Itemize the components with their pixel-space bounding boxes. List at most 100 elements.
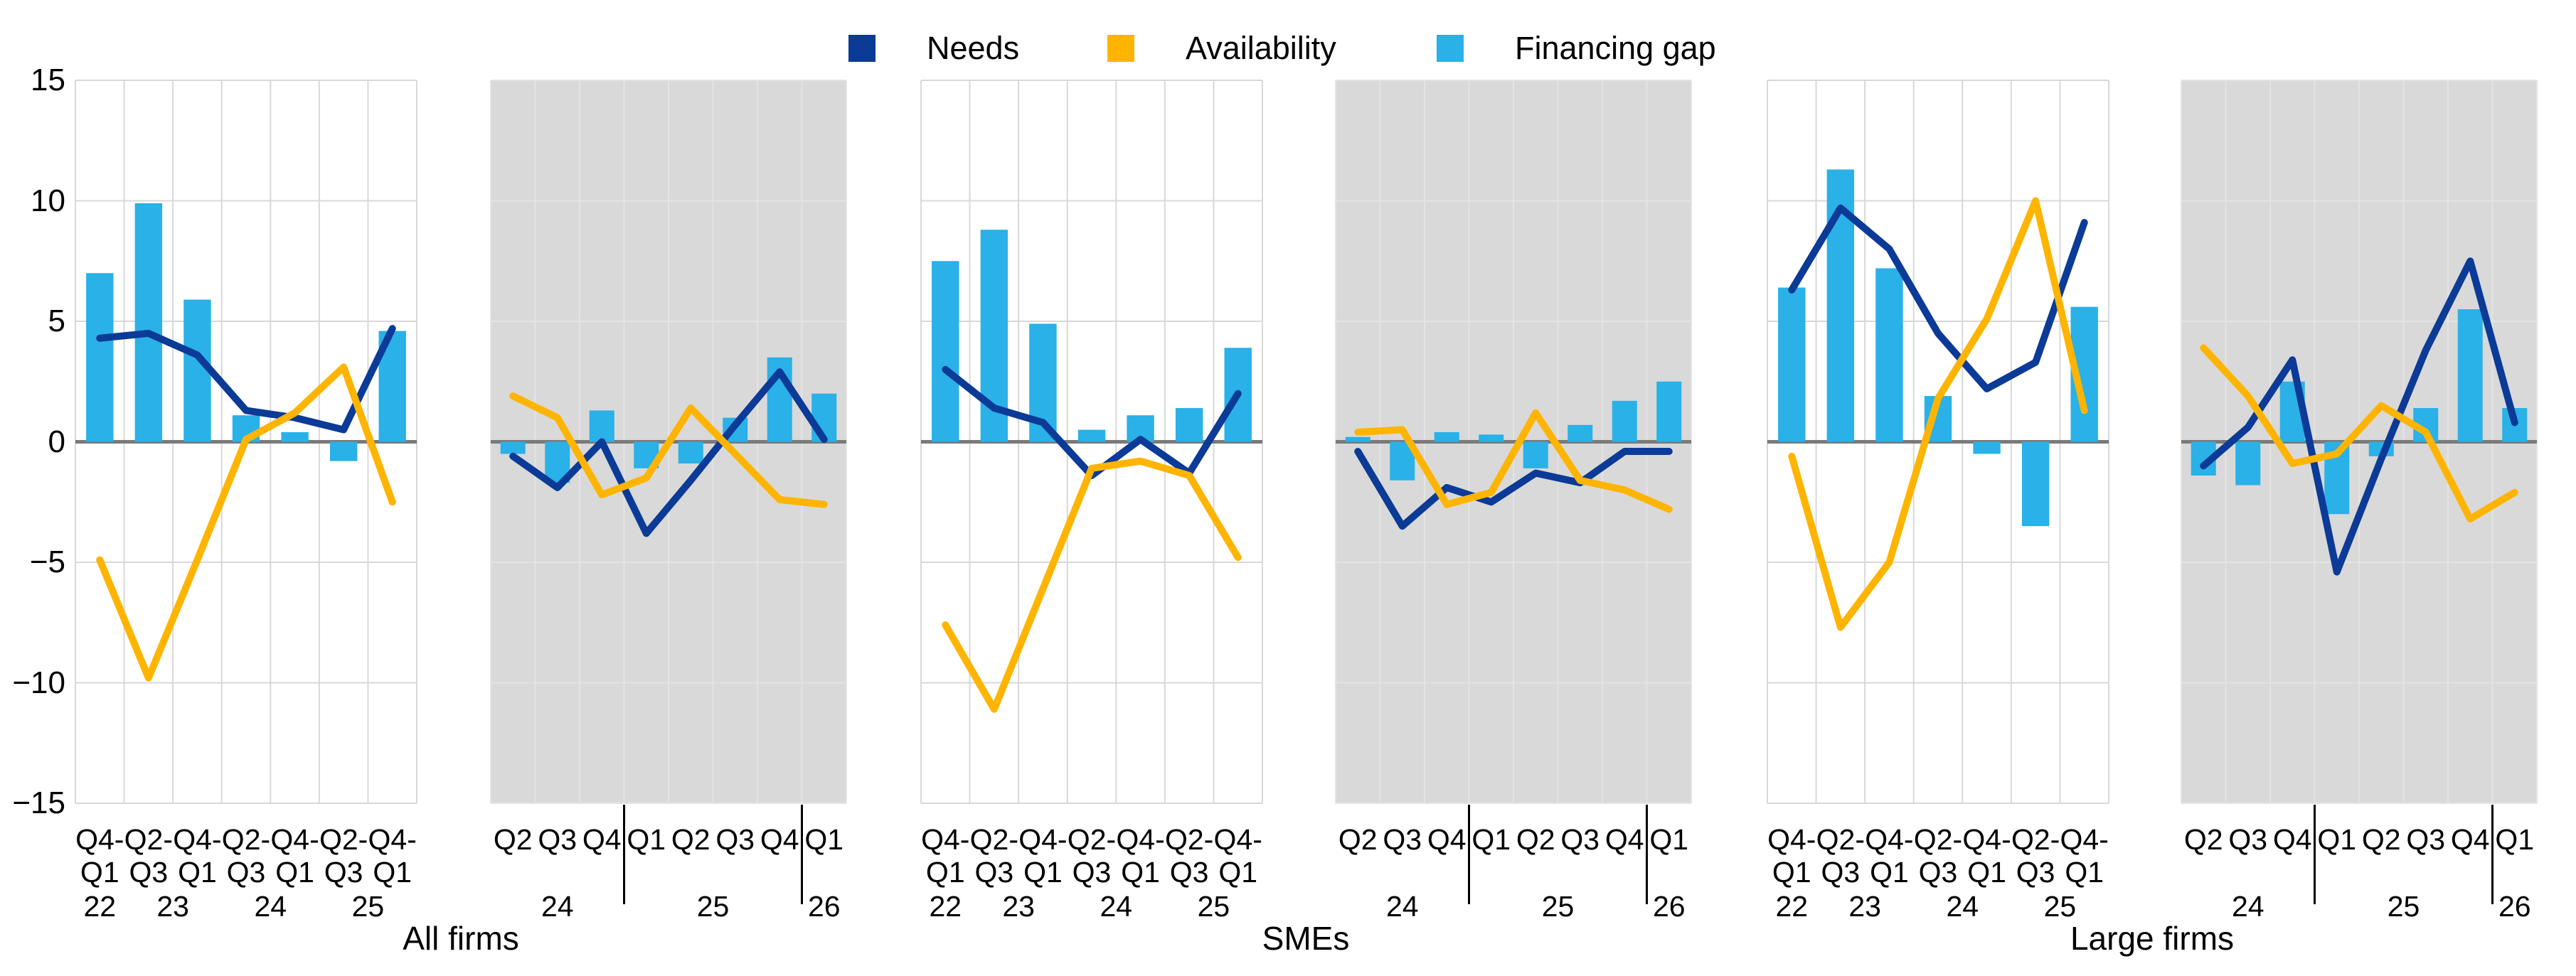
x-tick-label: Q2 (671, 823, 710, 856)
x-tick-label: Q1 (2495, 823, 2535, 856)
year-separator (801, 805, 803, 904)
x-tick-label: Q3 (1169, 856, 1209, 889)
y-tick-label: 15 (31, 63, 65, 97)
x-tick-label: Q2- (124, 823, 174, 856)
x-tick-label: Q2- (1816, 823, 1866, 856)
financing-gap-bar (1434, 431, 1459, 442)
x-tick-label: Q4- (270, 823, 319, 856)
x-tick-label: Q4- (1116, 823, 1165, 856)
panel-plot-large-firms-expectations (2181, 80, 2538, 804)
availability-line (942, 457, 1242, 713)
financing-gap-bar (2457, 309, 2483, 442)
panel-smes-expectations: Q2 Q3 Q4 Q1 Q2 Q3 Q4 Q1 24 25 26 (1335, 80, 1692, 923)
x-tick-label: Q2- (1913, 823, 1963, 856)
financing-gap-bar (2021, 441, 2050, 527)
year-separator (1468, 805, 1470, 904)
x-tick-label: Q2- (1067, 823, 1117, 856)
x-tick-label: Q3 (1918, 856, 1958, 889)
legend-item-availability: Availability (1107, 30, 1336, 67)
needs-line (2200, 257, 2518, 576)
year-label: 22 (83, 890, 117, 923)
x-tick-label: Q1 (925, 856, 965, 889)
x-tick-label: Q4- (921, 823, 970, 856)
needs-line (96, 325, 396, 434)
availability-line (1354, 409, 1673, 513)
panel-plot-smes-historical (920, 80, 1263, 804)
panel-plot-large-firms-historical (1767, 80, 2109, 804)
availability-swatch-icon (1107, 35, 1134, 62)
x-tick-label: Q4- (368, 823, 417, 856)
year-label: 25 (1197, 890, 1230, 923)
financing-gap-bar (678, 441, 703, 464)
panel-all-firms-expectations: Q2 Q3 Q4 Q1 Q2 Q3 Q4 Q1 24 25 26 (490, 80, 847, 923)
x-tick-label: Q2- (2011, 823, 2060, 856)
financing-gap-bar (281, 431, 309, 442)
x-tick-label: Q1 (2317, 823, 2357, 856)
financing-gap-bar (1175, 408, 1203, 442)
group-title-all-firms: All firms (403, 920, 519, 957)
financing-gap-swatch-icon (1437, 35, 1464, 62)
year-separator (623, 805, 625, 904)
financing-gap-bar (1612, 400, 1637, 442)
x-tick-label: Q4- (2060, 823, 2109, 856)
year-label: 23 (1848, 890, 1881, 923)
year-label: 25 (696, 890, 730, 923)
x-tick-label: Q1 (1471, 823, 1511, 856)
year-label: 25 (2387, 890, 2420, 923)
year-label: 25 (1541, 890, 1575, 923)
x-tick-label: Q1 (275, 856, 314, 889)
availability-line (1788, 197, 2088, 631)
panel-all-firms-historical: Q4- Q2- Q4- Q2- Q4- Q2- Q4- Q1 Q3 Q1 Q3 Q1 Q3 Q1 22 23 2… (75, 80, 417, 923)
panel-large-firms-expectations: Q2 Q3 Q4 Q1 Q2 Q3 Q4 Q1 24 25 26 (2181, 80, 2538, 923)
x-tick-label: Q3 (1383, 823, 1422, 856)
year-label: 24 (1385, 890, 1419, 923)
x-tick-label: Q4- (1213, 823, 1262, 856)
year-label: 22 (1775, 890, 1809, 923)
x-tick-label: Q4- (75, 823, 124, 856)
x-tick-label: Q2 (2361, 823, 2401, 856)
financing-gap-bar (134, 203, 163, 442)
financing-gap-bar (1778, 287, 1806, 442)
financing-gap-bar (589, 410, 614, 442)
year-label: 24 (2231, 890, 2264, 923)
financing-gap-bar (1523, 441, 1548, 468)
year-separator (2491, 805, 2493, 904)
x-tick-label: Q2- (969, 823, 1019, 856)
x-tick-label: Q2 (493, 823, 533, 856)
panel-plot-smes-expectations (1335, 80, 1692, 804)
year-label: 25 (351, 890, 385, 923)
financing-gap-bar (1656, 381, 1682, 442)
y-tick-label: −10 (12, 665, 65, 700)
x-tick-label: Q3 (538, 823, 578, 856)
x-tick-label: Q4- (173, 823, 222, 856)
x-tick-label: Q4 (2272, 823, 2312, 856)
x-tick-label: Q1 (1023, 856, 1063, 889)
group-title-smes: SMEs (1262, 920, 1350, 957)
panel-plot-all-firms-expectations (490, 80, 847, 804)
x-tick-label: Q1 (80, 856, 119, 889)
y-tick-label: 0 (48, 424, 65, 459)
x-tick-label: Q1 (1649, 823, 1689, 856)
needs-swatch-icon (848, 35, 875, 62)
financing-gap-bar (1479, 434, 1504, 442)
year-label: 24 (541, 890, 574, 923)
x-tick-label: Q2- (319, 823, 368, 856)
x-tick-label: Q4 (1604, 823, 1644, 856)
needs-line (1354, 448, 1673, 530)
x-tick-label: Q3 (715, 823, 755, 856)
x-tick-label: Q3 (1560, 823, 1600, 856)
x-tick-label: Q3 (974, 856, 1014, 889)
panel-smes-historical: Q4- Q2- Q4- Q2- Q4- Q2- Q4- Q1 Q3 Q1 Q3 Q1 Q3 Q1 22 23 2… (920, 80, 1263, 923)
x-tick-label: Q4- (1962, 823, 2011, 856)
x-tick-label: Q1 (627, 823, 666, 856)
year-separator (1646, 805, 1648, 904)
legend-label-financing-gap: Financing gap (1515, 30, 1716, 66)
legend: Needs Availability Financing gap (0, 0, 2576, 78)
legend-item-financing-gap: Financing gap (1437, 30, 1716, 67)
x-tick-label: Q3 (324, 856, 363, 889)
x-tick-label: Q4- (1865, 823, 1914, 856)
financing-gap-bar (932, 261, 959, 442)
panel-plot-all-firms-historical (75, 80, 417, 804)
financing-gap-bar (2235, 441, 2261, 486)
